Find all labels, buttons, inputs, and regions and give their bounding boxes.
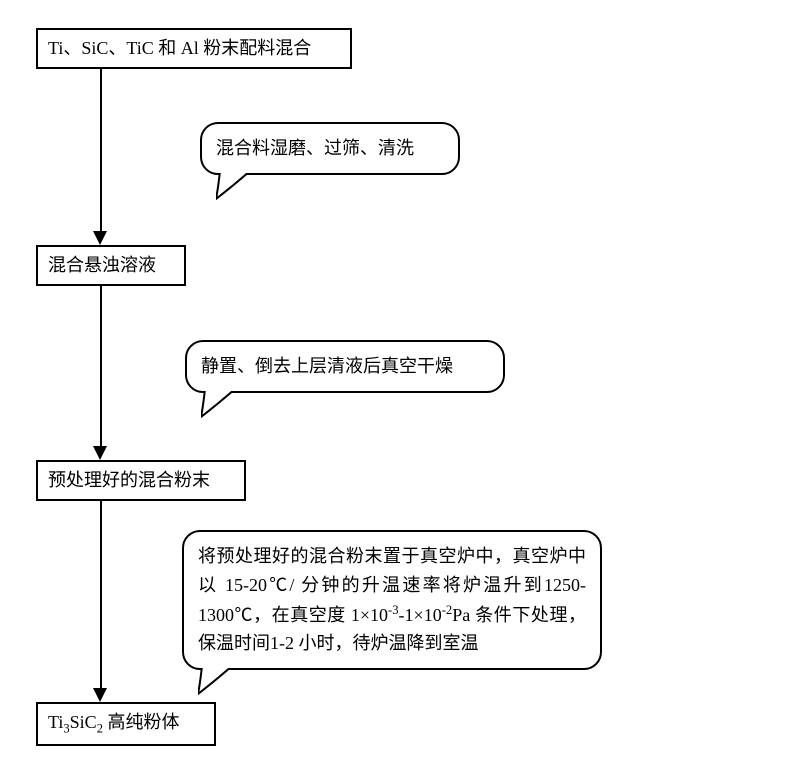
callout-2-tail — [201, 389, 231, 419]
callout-2-label: 静置、倒去上层清液后真空干燥 — [201, 356, 453, 376]
flow-node-3-label: 预处理好的混合粉末 — [48, 470, 210, 490]
arrow-2 — [100, 285, 102, 447]
flow-node-2-label: 混合悬浊溶液 — [48, 255, 156, 275]
callout-3-label: 将预处理好的混合粉末置于真空炉中，真空炉中以 15-20℃/ 分钟的升温速率将炉… — [198, 546, 586, 653]
flow-node-4: Ti3SiC2 高纯粉体 — [36, 702, 216, 746]
callout-3: 将预处理好的混合粉末置于真空炉中，真空炉中以 15-20℃/ 分钟的升温速率将炉… — [182, 530, 602, 670]
callout-1-label: 混合料湿磨、过筛、清洗 — [216, 138, 414, 158]
flow-node-4-label: Ti3SiC2 高纯粉体 — [48, 712, 180, 732]
arrowhead-3 — [93, 688, 107, 702]
flow-node-3: 预处理好的混合粉末 — [36, 460, 246, 501]
flow-node-1-label: Ti、SiC、TiC 和 Al 粉末配料混合 — [48, 38, 311, 58]
flow-node-2: 混合悬浊溶液 — [36, 245, 186, 286]
callout-1-tail — [216, 171, 246, 201]
arrow-1 — [100, 68, 102, 232]
arrow-3 — [100, 500, 102, 688]
arrowhead-2 — [93, 446, 107, 460]
callout-2: 静置、倒去上层清液后真空干燥 — [185, 340, 505, 393]
arrowhead-1 — [93, 231, 107, 245]
callout-3-tail — [198, 666, 228, 696]
flow-node-1: Ti、SiC、TiC 和 Al 粉末配料混合 — [36, 28, 352, 69]
callout-1: 混合料湿磨、过筛、清洗 — [200, 122, 460, 175]
